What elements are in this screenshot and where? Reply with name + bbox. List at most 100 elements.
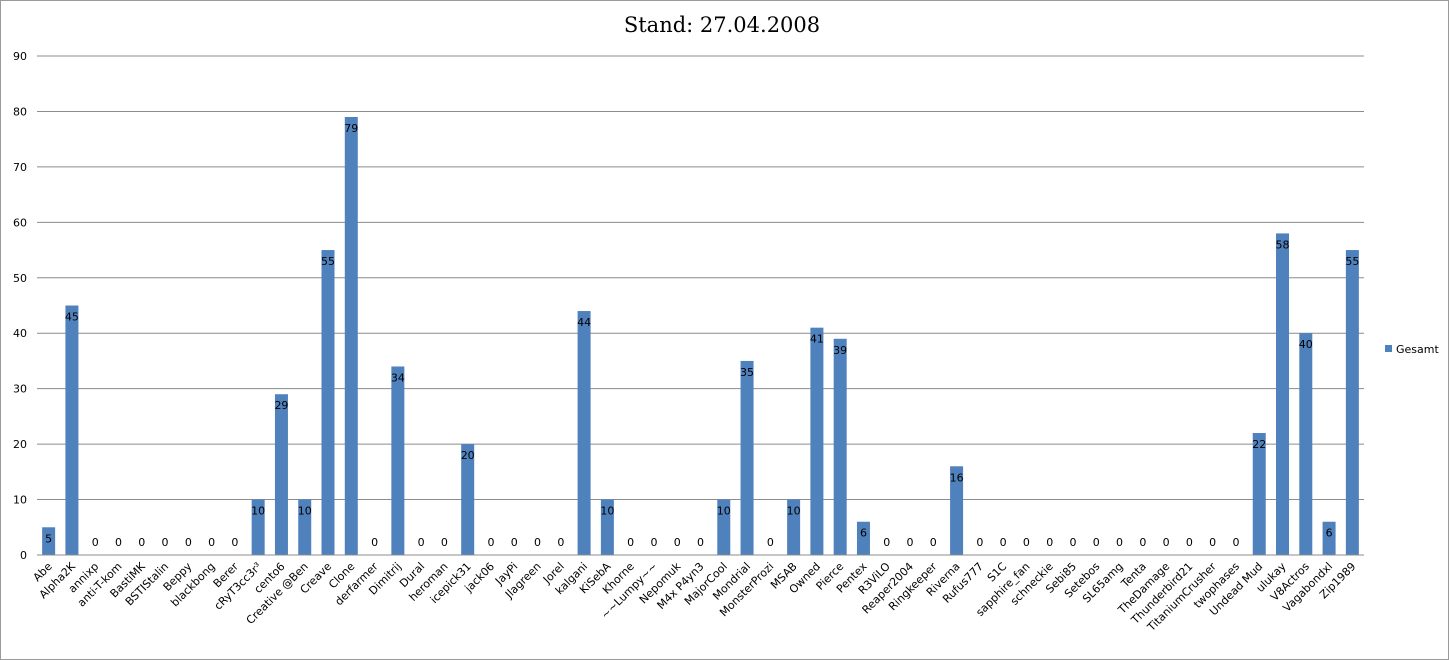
y-tick-label-70: 70	[13, 161, 27, 174]
data-label-48: 0	[1163, 536, 1170, 549]
data-label-40: 0	[976, 536, 983, 549]
bar-39	[950, 466, 964, 555]
data-label-53: 58	[1276, 238, 1290, 251]
legend: Gesamt	[1385, 343, 1439, 356]
data-label-24: 10	[600, 505, 614, 518]
y-tick-label-80: 80	[13, 105, 27, 118]
data-label-11: 10	[298, 505, 312, 518]
data-label-4: 0	[138, 536, 145, 549]
data-label-31: 0	[767, 536, 774, 549]
data-label-42: 0	[1023, 536, 1030, 549]
data-label-18: 20	[461, 449, 475, 462]
x-axis-categories: AbeAlpha2Kannixpanti-T-komBastiMKBSTISta…	[31, 559, 1359, 634]
data-label-2: 0	[92, 536, 99, 549]
data-labels: 5 45 0 0 0 0 0 0 0 10 29 10 55 79 0 34 0 0 20 0 0 0 0 44 10 0 0 0 0 1…	[45, 122, 1359, 549]
y-tick-label-0: 0	[20, 549, 27, 562]
data-label-34: 39	[833, 344, 847, 357]
data-label-13: 79	[344, 122, 358, 135]
bar-34	[833, 338, 847, 555]
bar-24	[600, 499, 614, 555]
data-label-21: 0	[534, 536, 541, 549]
data-label-5: 0	[162, 536, 169, 549]
bar-9	[251, 499, 265, 555]
data-label-56: 55	[1345, 255, 1359, 268]
data-label-12: 55	[321, 255, 335, 268]
legend-label-gesamt: Gesamt	[1396, 343, 1439, 356]
data-label-46: 0	[1116, 536, 1123, 549]
bar-53	[1276, 233, 1290, 555]
y-tick-label-10: 10	[13, 494, 27, 507]
data-label-26: 0	[650, 536, 657, 549]
data-label-7: 0	[208, 536, 215, 549]
bar-0	[42, 527, 56, 555]
data-label-38: 0	[930, 536, 937, 549]
bar-29	[717, 499, 731, 555]
bar-1	[65, 305, 79, 555]
data-label-32: 10	[787, 505, 801, 518]
data-label-33: 41	[810, 333, 824, 346]
bar-32	[787, 499, 801, 555]
data-label-8: 0	[231, 536, 238, 549]
data-label-54: 40	[1299, 338, 1313, 351]
data-label-55: 6	[1326, 527, 1333, 540]
bar-10	[274, 394, 288, 555]
bar-35	[856, 521, 870, 555]
data-label-9: 10	[251, 505, 265, 518]
chart-title: Stand: 27.04.2008	[624, 13, 820, 37]
data-label-52: 22	[1252, 438, 1266, 451]
bar-11	[298, 499, 312, 555]
data-label-19: 0	[487, 536, 494, 549]
data-label-29: 10	[717, 505, 731, 518]
data-label-44: 0	[1069, 536, 1076, 549]
bar-18	[461, 444, 475, 555]
bar-13	[344, 116, 358, 555]
bar-30	[740, 360, 754, 555]
bar-23	[577, 311, 591, 555]
bar-55	[1322, 521, 1336, 555]
y-axis-ticks: 0 10 20 30 40 50 60 70 80 90	[13, 50, 27, 562]
y-tick-label-60: 60	[13, 216, 27, 229]
data-label-16: 0	[418, 536, 425, 549]
bars	[42, 116, 1359, 556]
data-label-14: 0	[371, 536, 378, 549]
data-label-51: 0	[1232, 536, 1239, 549]
data-label-23: 44	[577, 316, 591, 329]
data-label-15: 34	[391, 371, 405, 384]
data-label-35: 6	[860, 527, 867, 540]
legend-swatch-gesamt	[1385, 345, 1392, 352]
data-label-1: 45	[65, 311, 79, 324]
data-label-41: 0	[1000, 536, 1007, 549]
bar-54	[1299, 333, 1313, 555]
bar-15	[391, 366, 405, 555]
data-label-10: 29	[274, 399, 288, 412]
bar-33	[810, 327, 824, 555]
data-label-47: 0	[1139, 536, 1146, 549]
y-tick-label-90: 90	[13, 50, 27, 63]
data-label-27: 0	[674, 536, 681, 549]
bar-56	[1345, 250, 1359, 556]
y-tick-label-50: 50	[13, 272, 27, 285]
data-label-20: 0	[511, 536, 518, 549]
data-label-50: 0	[1209, 536, 1216, 549]
data-label-39: 16	[950, 471, 964, 484]
data-label-37: 0	[907, 536, 914, 549]
data-label-0: 5	[45, 532, 52, 545]
y-tick-label-40: 40	[13, 327, 27, 340]
data-label-30: 35	[740, 366, 754, 379]
data-label-43: 0	[1046, 536, 1053, 549]
data-label-6: 0	[185, 536, 192, 549]
data-label-28: 0	[697, 536, 704, 549]
data-label-3: 0	[115, 536, 122, 549]
data-label-36: 0	[883, 536, 890, 549]
bar-12	[321, 250, 335, 556]
data-label-17: 0	[441, 536, 448, 549]
data-label-49: 0	[1186, 536, 1193, 549]
data-label-25: 0	[627, 536, 634, 549]
data-label-45: 0	[1093, 536, 1100, 549]
data-label-22: 0	[557, 536, 564, 549]
bar-52	[1252, 433, 1266, 555]
gridlines	[37, 55, 1364, 501]
y-tick-label-20: 20	[13, 438, 27, 451]
y-tick-label-30: 30	[13, 383, 27, 396]
